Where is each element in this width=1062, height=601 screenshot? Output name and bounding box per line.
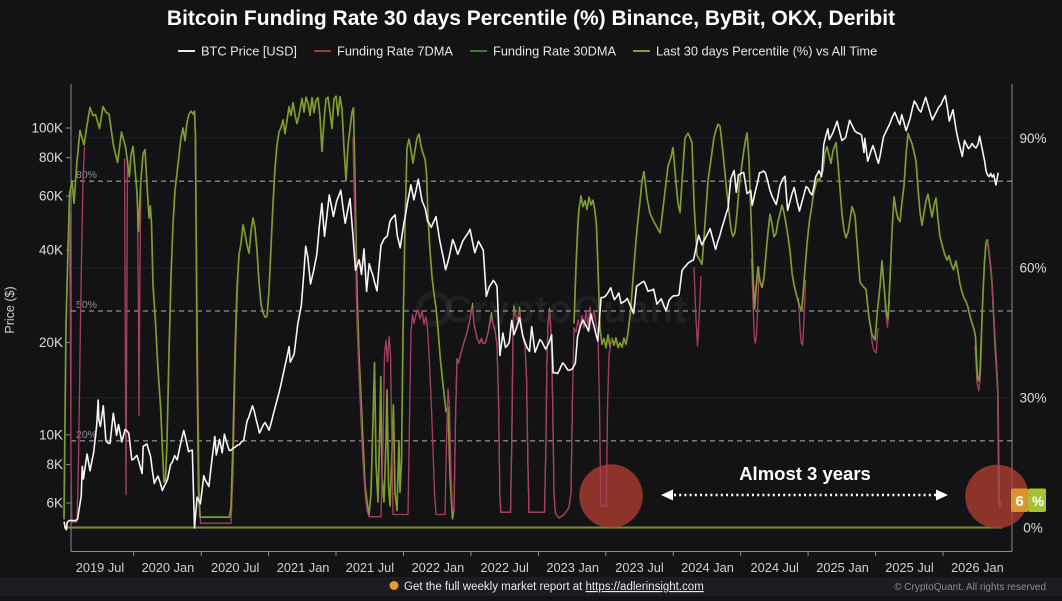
svg-text:60K: 60K bbox=[39, 189, 63, 204]
svg-text:2026 Jan: 2026 Jan bbox=[951, 560, 1004, 575]
svg-text:100K: 100K bbox=[31, 121, 63, 136]
svg-text:2022 Jan: 2022 Jan bbox=[412, 560, 465, 575]
svg-text:80K: 80K bbox=[39, 150, 63, 165]
svg-text:BTC Price [USD]: BTC Price [USD] bbox=[201, 44, 297, 59]
svg-text:2019 Jul: 2019 Jul bbox=[76, 560, 124, 575]
svg-text:%: % bbox=[1032, 494, 1044, 509]
svg-text:8K: 8K bbox=[46, 457, 63, 472]
svg-text:6: 6 bbox=[1015, 493, 1023, 510]
svg-text:2025 Jan: 2025 Jan bbox=[816, 560, 869, 575]
svg-text:Bitcoin Funding Rate 30 days P: Bitcoin Funding Rate 30 days Percentile … bbox=[167, 7, 895, 30]
svg-text:2020 Jul: 2020 Jul bbox=[211, 560, 259, 575]
svg-text:90%: 90% bbox=[1019, 131, 1046, 146]
svg-text:0%: 0% bbox=[1023, 521, 1043, 536]
svg-text:2020 Jan: 2020 Jan bbox=[142, 560, 195, 575]
svg-text:2021 Jan: 2021 Jan bbox=[277, 560, 330, 575]
svg-text:60%: 60% bbox=[1019, 261, 1046, 276]
svg-text:Get the full weekly market rep: Get the full weekly market report at htt… bbox=[404, 581, 704, 593]
svg-text:40K: 40K bbox=[39, 243, 63, 258]
svg-text:CryptoQuant: CryptoQuant bbox=[444, 289, 687, 331]
svg-text:2024 Jan: 2024 Jan bbox=[681, 560, 734, 575]
svg-text:30%: 30% bbox=[1019, 391, 1046, 406]
svg-text:2023 Jul: 2023 Jul bbox=[615, 560, 663, 575]
svg-text:2021 Jul: 2021 Jul bbox=[346, 560, 394, 575]
svg-text:Last 30 days Percentile (%) vs: Last 30 days Percentile (%) vs All Time bbox=[656, 44, 877, 59]
svg-text:© CryptoQuant. All rights rese: © CryptoQuant. All rights reserved bbox=[894, 582, 1046, 593]
svg-text:Price ($): Price ($) bbox=[3, 286, 17, 333]
svg-text:6K: 6K bbox=[46, 496, 63, 511]
svg-text:20%: 20% bbox=[76, 429, 97, 441]
svg-text:2024 Jul: 2024 Jul bbox=[751, 560, 799, 575]
svg-text:2023 Jan: 2023 Jan bbox=[546, 560, 599, 575]
svg-text:Almost 3 years: Almost 3 years bbox=[739, 463, 871, 484]
svg-text:80%: 80% bbox=[76, 169, 97, 181]
svg-text:10K: 10K bbox=[39, 427, 63, 442]
svg-text:Funding Rate 30DMA: Funding Rate 30DMA bbox=[493, 44, 617, 59]
svg-text:2025 Jul: 2025 Jul bbox=[885, 560, 933, 575]
svg-text:20K: 20K bbox=[39, 335, 63, 350]
svg-text:50%: 50% bbox=[76, 299, 97, 311]
svg-text:Funding Rate 7DMA: Funding Rate 7DMA bbox=[337, 44, 453, 59]
svg-text:2022 Jul: 2022 Jul bbox=[481, 560, 529, 575]
